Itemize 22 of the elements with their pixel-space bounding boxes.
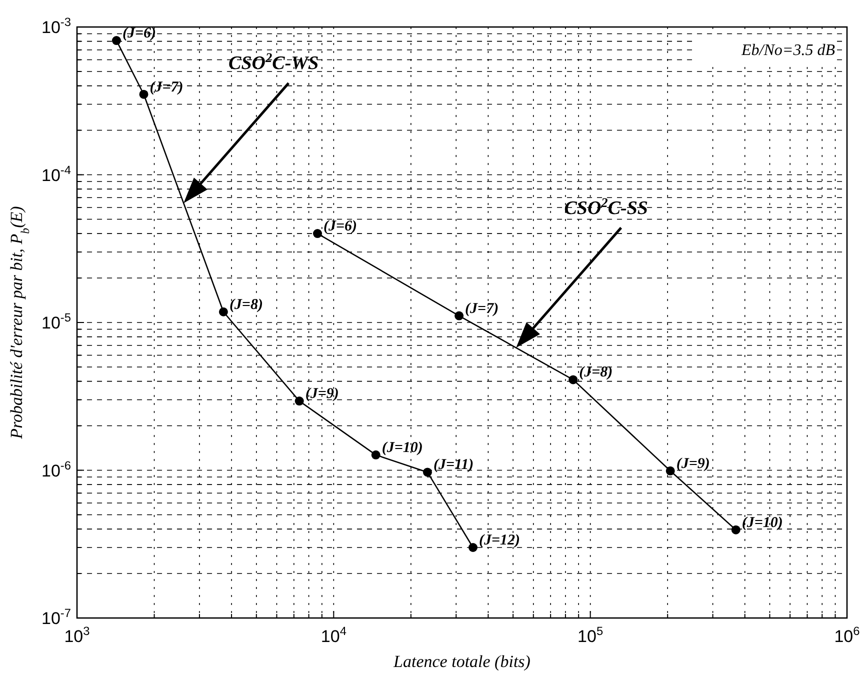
annotation: (J=6) (324, 218, 358, 235)
x-tick-label: 10$^{6}$ (834, 624, 860, 646)
annotation: (J=10) (742, 514, 783, 531)
annotation: (J=7) (150, 79, 184, 96)
x-tick-label: 10$^{4}$ (320, 624, 347, 646)
annotation: (J=12) (478, 532, 520, 549)
y-tick-label: 10$^{-5}$ (42, 310, 72, 332)
x-tick-label: 10$^{5}$ (578, 624, 604, 646)
annotation: (J=6) (122, 26, 156, 42)
annotation: CSO$^{2}$C-SS (564, 194, 648, 219)
annotation: Eb/No=3.5 dB (740, 42, 836, 59)
annotation: (J=9) (305, 386, 339, 402)
annotation: (J=9) (676, 456, 710, 472)
annotation: (J=7) (465, 300, 499, 317)
x-axis-title: Latence totale (bits) (392, 652, 531, 671)
annotation: (J=11) (433, 457, 474, 474)
y-tick-label: 10$^{-4}$ (42, 162, 72, 185)
y-tick-label: 10$^{-3}$ (42, 15, 72, 37)
annotation: (J=10) (382, 440, 423, 456)
y-tick-label: 10$^{-6}$ (42, 458, 72, 480)
annotation: (J=8) (579, 364, 613, 381)
annotation: (J=8) (229, 296, 263, 313)
